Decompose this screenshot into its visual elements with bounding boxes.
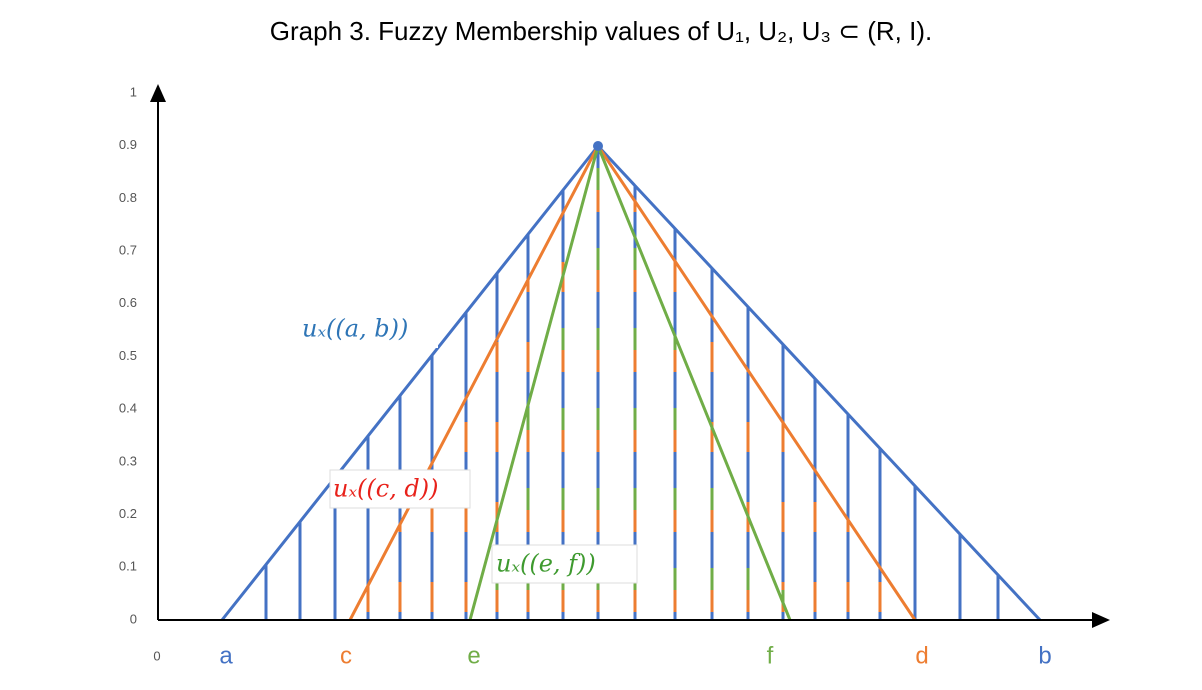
origin-label: 0 [153,648,160,663]
y-tick-label: 0.3 [119,453,137,468]
y-tick-label: 0.5 [119,348,137,363]
x-label: a [219,642,233,669]
y-tick-label: 0.9 [119,137,137,152]
x-label: b [1038,642,1051,669]
label-bg [329,469,471,509]
y-tick-label: 0.7 [119,243,137,258]
title: Graph 3. Fuzzy Membership values of U₁, … [270,16,932,46]
y-tick-label: 0.6 [119,295,137,310]
y-tick-label: 0.1 [119,559,137,574]
y-tick-label: 0.8 [119,190,137,205]
y-tick-label: 1 [130,84,137,99]
y-tick-label: 0.4 [119,401,137,416]
x-label: e [467,642,480,669]
label-bg [298,310,438,348]
curve-label: uₓ((a, b)) [302,315,408,343]
y-tick-label: 0 [130,611,137,626]
y-tick-label: 0.2 [119,506,137,521]
curve-label: uₓ((e, f)) [496,550,596,578]
x-label: c [340,642,352,669]
x-label: f [767,642,774,669]
apex [593,141,603,151]
x-label: d [915,642,928,669]
label-bg [491,544,638,584]
curve-label: uₓ((c, d)) [333,475,439,503]
